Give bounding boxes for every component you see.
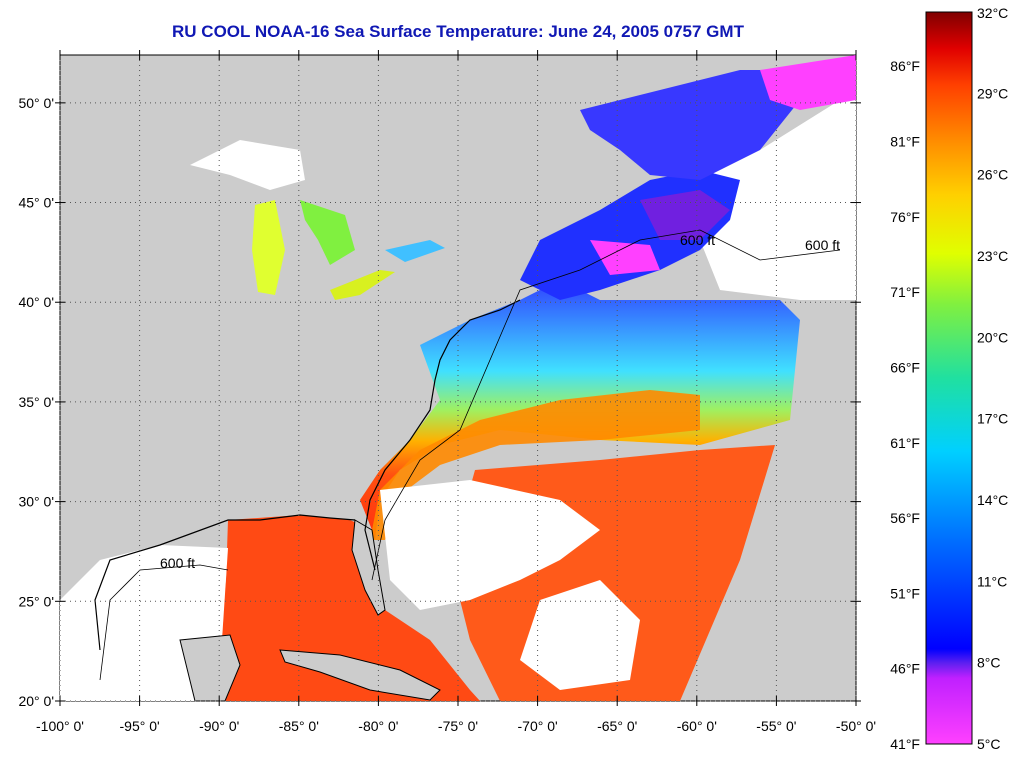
lake-erie xyxy=(330,270,395,300)
isobath-label-1: 600 ft xyxy=(160,555,195,571)
lon-label: -80° 0' xyxy=(358,718,398,734)
colorbar-fahrenheit-label: 46°F xyxy=(890,661,920,677)
yucatan-land xyxy=(179,634,241,701)
lake-superior xyxy=(190,140,305,190)
colorbar xyxy=(925,11,973,745)
colorbar-fahrenheit-label: 71°F xyxy=(890,284,920,300)
colorbar-celsius-label: 32°C xyxy=(977,5,1008,21)
colorbar-celsius-label: 20°C xyxy=(977,329,1008,345)
cloud-cover-2 xyxy=(520,580,640,690)
isobath-label-3: 600 ft xyxy=(805,237,840,253)
cloud-cover-3 xyxy=(700,90,856,300)
lake-ontario xyxy=(385,240,445,262)
lake-michigan xyxy=(252,200,285,295)
colorbar-fahrenheit-label: 56°F xyxy=(890,510,920,526)
lake-huron xyxy=(300,200,355,265)
cold-purple xyxy=(640,190,730,240)
colorbar-fahrenheit-label: 41°F xyxy=(890,736,920,752)
colorbar-fahrenheit-label: 51°F xyxy=(890,585,920,601)
colorbar-fahrenheit-label: 76°F xyxy=(890,209,920,225)
cloud-cover-1 xyxy=(380,480,600,610)
lat-label: 30° 0' xyxy=(18,494,54,510)
east-coastline xyxy=(364,299,521,571)
gulf-of-mexico-sst xyxy=(212,515,480,701)
colorbar-celsius-label: 11°C xyxy=(977,573,1007,589)
lat-label: 35° 0' xyxy=(18,394,54,410)
lon-label: -55° 0' xyxy=(756,718,796,734)
lon-label: -100° 0' xyxy=(36,718,84,734)
cuba-land xyxy=(279,649,441,701)
colorbar-fahrenheit-label: 86°F xyxy=(890,58,920,74)
cold-magenta-1 xyxy=(760,55,856,110)
lat-label: 50° 0' xyxy=(18,95,54,111)
longitude-axis: -100° 0' -95° 0' -90° 0' -85° 0' -80° 0' -75°… xyxy=(36,718,876,734)
colorbar-fahrenheit-labels: 86°F 81°F 76°F 71°F 66°F 61°F 56°F 51°F 46°F 41°F xyxy=(890,58,920,752)
lon-label: -90° 0' xyxy=(199,718,239,734)
lon-label: -60° 0' xyxy=(677,718,717,734)
lat-label: 40° 0' xyxy=(18,294,54,310)
lon-label: -65° 0' xyxy=(597,718,637,734)
colorbar-celsius-label: 17°C xyxy=(977,411,1008,427)
cold-magenta-2 xyxy=(590,240,660,275)
lat-label: 25° 0' xyxy=(18,593,54,609)
lon-label: -85° 0' xyxy=(279,718,319,734)
colorbar-celsius-label: 5°C xyxy=(977,736,1001,752)
lon-label: -50° 0' xyxy=(836,718,876,734)
florida-land xyxy=(351,519,386,616)
lat-label: 20° 0' xyxy=(18,693,54,709)
lat-label: 45° 0' xyxy=(18,195,54,211)
colorbar-celsius-label: 23°C xyxy=(977,248,1008,264)
gulf-stream-band xyxy=(370,390,700,540)
lon-label: -95° 0' xyxy=(120,718,160,734)
gulf-coastline xyxy=(94,514,356,651)
lon-label: -75° 0' xyxy=(438,718,478,734)
sst-image: 600 ft 600 ft 600 ft xyxy=(60,55,856,701)
colorbar-celsius-label: 26°C xyxy=(977,167,1008,183)
isobath-label-2: 600 ft xyxy=(680,232,715,248)
colorbar-celsius-labels: 32°C 29°C 26°C 23°C 20°C 17°C 14°C 11°C 8°C 5°C xyxy=(977,5,1008,752)
map-title: RU COOL NOAA-16 Sea Surface Temperature:… xyxy=(172,22,744,41)
colorbar-fahrenheit-label: 81°F xyxy=(890,134,920,150)
lon-label: -70° 0' xyxy=(518,718,558,734)
colorbar-celsius-label: 14°C xyxy=(977,492,1008,508)
colorbar-celsius-label: 29°C xyxy=(977,85,1008,101)
colorbar-fahrenheit-label: 61°F xyxy=(890,435,920,451)
colorbar-fahrenheit-label: 66°F xyxy=(890,359,920,375)
colorbar-celsius-label: 8°C xyxy=(977,655,1001,671)
graticule xyxy=(55,50,861,706)
latitude-axis: 50° 0' 45° 0' 40° 0' 35° 0' 30° 0' 25° 0' 20° … xyxy=(18,95,54,709)
gulf-of-st-lawrence-sst xyxy=(580,70,800,180)
